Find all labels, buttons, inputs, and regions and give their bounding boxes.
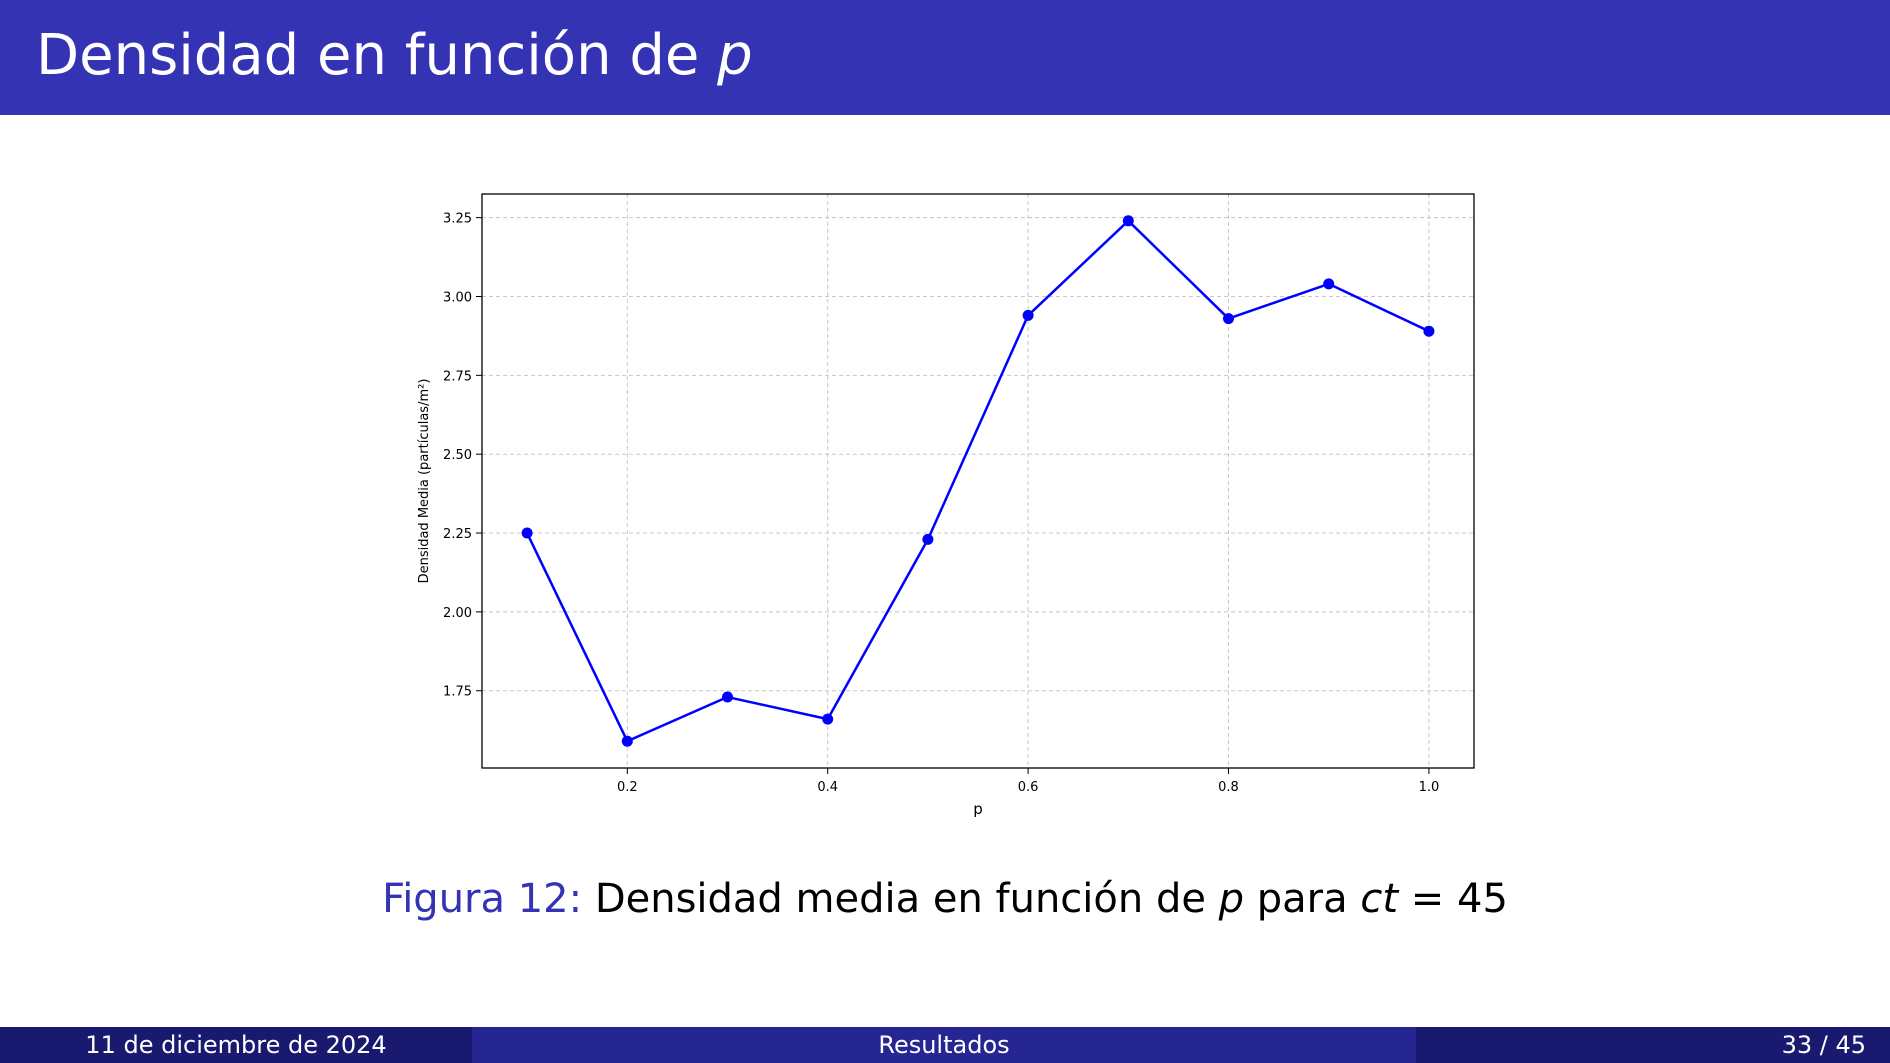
slide-title-text: Densidad en función de bbox=[36, 23, 700, 88]
y-tick-label: 2.75 bbox=[443, 369, 472, 384]
y-tick-label: 3.00 bbox=[443, 291, 472, 306]
y-tick-label: 3.25 bbox=[443, 212, 472, 227]
data-point bbox=[521, 527, 533, 539]
figure-caption: Figura 12: Densidad media en función de … bbox=[0, 876, 1890, 922]
footer-section: Resultados bbox=[472, 1027, 1416, 1063]
data-point bbox=[721, 691, 733, 703]
y-tick-label: 2.50 bbox=[443, 448, 472, 463]
plot-frame bbox=[481, 193, 1475, 769]
caption-variable-ct: ct bbox=[1360, 876, 1399, 922]
data-point bbox=[1122, 215, 1134, 227]
x-tick-label: 0.6 bbox=[1018, 780, 1039, 795]
x-tick-label: 0.8 bbox=[1218, 780, 1239, 795]
data-point bbox=[1022, 309, 1034, 321]
footer-date: 11 de diciembre de 2024 bbox=[0, 1027, 472, 1063]
y-axis-label: Densidad Media (partículas/m²) bbox=[417, 379, 432, 584]
caption-text-mid: para bbox=[1256, 876, 1348, 922]
axis-ticks: 0.2 0.4 0.6 0.8 1.0 1.75 2.00 2.25 2.50 2.75 3.00 3… bbox=[443, 212, 1439, 795]
series-line bbox=[525, 219, 1430, 743]
series-group bbox=[521, 215, 1435, 747]
y-tick-label: 1.75 bbox=[443, 685, 472, 700]
data-point bbox=[822, 713, 834, 725]
footer-bar: 11 de diciembre de 2024 Resultados 33 / … bbox=[0, 1027, 1890, 1063]
x-axis-label: p bbox=[973, 800, 983, 818]
caption-text: Densidad media en función de bbox=[594, 876, 1206, 922]
figure-label: Figura 12: bbox=[382, 876, 583, 922]
data-point bbox=[1423, 325, 1435, 337]
caption-value: = 45 bbox=[1410, 876, 1508, 922]
footer-page-number: 33 / 45 bbox=[1416, 1027, 1890, 1063]
data-point bbox=[1223, 313, 1235, 325]
y-tick-label: 2.00 bbox=[443, 606, 472, 621]
x-tick-label: 1.0 bbox=[1419, 780, 1440, 795]
x-tick-label: 0.2 bbox=[617, 780, 638, 795]
caption-variable-p: p bbox=[1218, 876, 1245, 922]
data-point bbox=[621, 735, 633, 747]
y-tick-label: 2.25 bbox=[443, 527, 472, 542]
slide-title-bar: Densidad en función de p bbox=[0, 0, 1890, 115]
data-point bbox=[1323, 278, 1335, 290]
slide-title: Densidad en función de p bbox=[36, 28, 753, 84]
x-tick-label: 0.4 bbox=[817, 780, 838, 795]
data-point bbox=[922, 533, 934, 545]
grid-lines bbox=[482, 194, 1474, 768]
slide-title-variable: p bbox=[717, 23, 753, 88]
